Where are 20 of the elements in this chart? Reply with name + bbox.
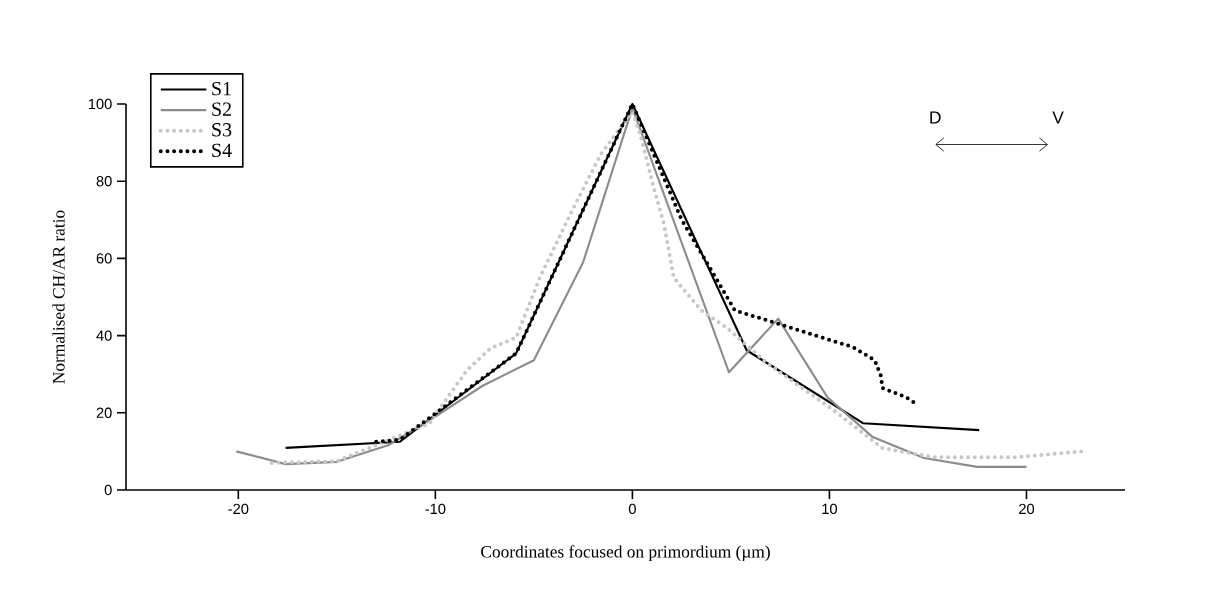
y-tick-label: 80 [96,176,112,187]
legend-label: S3 [212,123,232,137]
annotation: D [930,111,941,124]
y-tick-label: 100 [88,98,112,110]
y-tick-label: 60 [96,253,112,264]
y-tick-label: 40 [96,330,112,341]
y-tick-label: 20 [96,407,112,418]
x-axis-title: Coordinates focused on primordium (µm) [481,545,770,562]
x-tick-label: 20 [1019,503,1035,515]
y-axis-title: Normalised CH/AR ratio [52,210,65,384]
x-tick-label: -20 [228,503,249,515]
legend-label: S1 [212,81,231,96]
legend-label: S4 [212,143,232,158]
annotation: V [1052,111,1064,124]
line-series [284,102,981,449]
y-tick-label: 0 [104,484,112,496]
legend-label: S2 [212,102,231,116]
x-tick-label: -10 [425,503,446,515]
x-tick-label: 10 [822,503,838,515]
x-tick-label: 0 [628,503,636,515]
